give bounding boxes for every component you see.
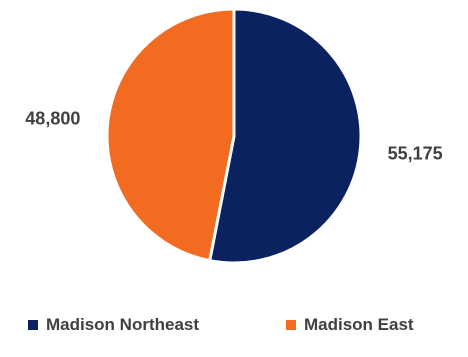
data-label-madison-east: 48,800 <box>25 108 80 128</box>
data-labels: 55,175 48,800 <box>25 108 442 163</box>
legend-label-madison-northeast: Madison Northeast <box>46 315 199 334</box>
legend-swatch-madison-east <box>286 320 296 330</box>
legend-label-madison-east: Madison East <box>304 315 414 334</box>
legend-swatch-madison-northeast <box>28 320 38 330</box>
pie-slices <box>105 7 363 265</box>
legend: Madison Northeast Madison East <box>28 315 414 334</box>
pie-slice-madison-northeast <box>207 7 363 265</box>
data-label-madison-northeast: 55,175 <box>388 144 443 164</box>
pie-slice-madison-east <box>105 7 236 263</box>
